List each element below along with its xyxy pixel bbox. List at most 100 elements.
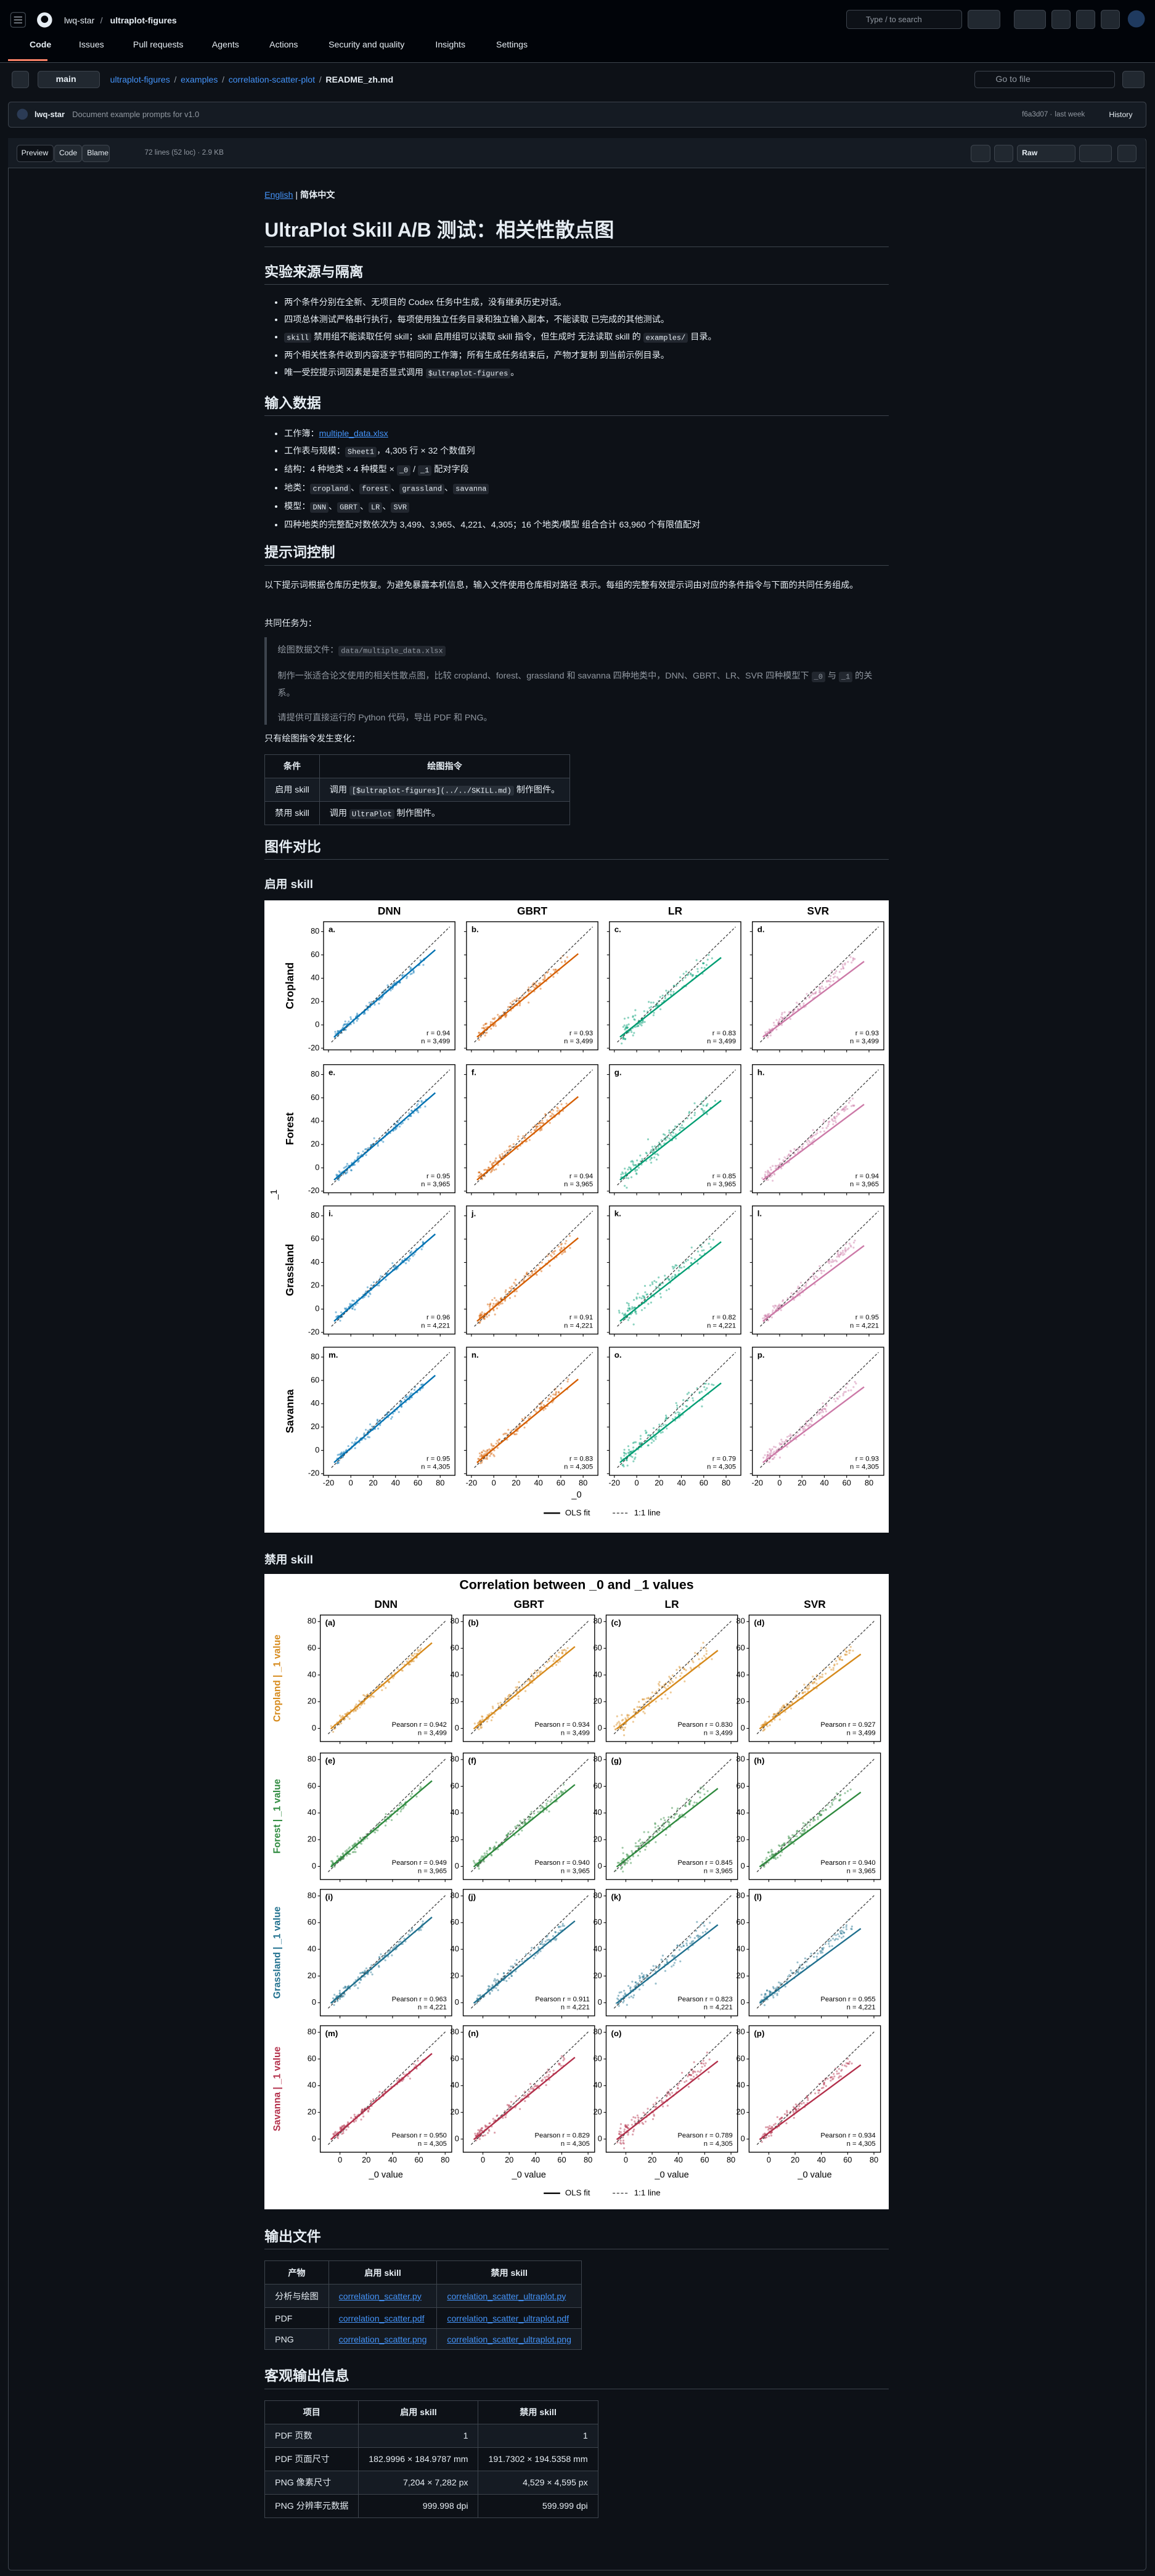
x-tick-label: 0 [349,1478,353,1487]
scatter-dot [776,1019,778,1021]
link[interactable]: multiple_data.xlsx [319,428,388,438]
scatter-dot [707,1790,709,1791]
scatter-dot [550,1799,552,1801]
sidebar-toggle[interactable] [12,71,30,89]
scatter-dot [485,1026,487,1028]
stat-label: n = 3,965 [847,1867,876,1875]
scatter-dot [784,1842,786,1844]
scatter-dot [354,1985,356,1987]
scatter-dot [679,1127,681,1128]
scatter-dot [839,1395,841,1397]
scatter-dot [511,1975,513,1976]
menu-button[interactable] [10,12,27,28]
scatter-dot [779,1162,781,1164]
scatter-dot [561,961,563,963]
panel-label: (j) [468,1892,476,1901]
scatter-dot [560,1925,561,1927]
scatter-dot [634,1311,636,1313]
repo-link[interactable]: ultraplot-figures [110,15,177,26]
scatter-dot [762,1729,764,1731]
inline-code: cropland [310,484,351,494]
scatter-dot [831,1945,833,1947]
scatter-dot [411,972,413,974]
scatter-dot [711,1658,713,1660]
history-link[interactable]: History [1109,109,1132,121]
scatter-dot [500,1156,502,1158]
scatter-dot [622,2136,624,2138]
scatter-dot [626,1453,627,1454]
commit-hash[interactable]: f6a3d07 [1022,109,1048,121]
scatter-dot [496,1841,497,1843]
scatter-dot [847,1249,849,1250]
copilot-file-button[interactable] [971,145,990,163]
scatter-dot [840,2075,842,2077]
scatter-dot [356,1703,357,1705]
scatter-dot [773,1024,775,1026]
y-tick-label: 40 [311,1257,319,1266]
scatter-dot [529,1816,531,1818]
avatar[interactable] [1127,10,1145,28]
scatter-dot [515,1279,516,1281]
path-link[interactable]: ultraplot-figures [110,75,170,84]
commit-message[interactable]: Document example prompts for v1.0 [72,109,199,121]
stat-label: r = 0.96 [426,1314,450,1321]
scatter-dot [490,1848,492,1849]
path-link[interactable]: examples [181,75,218,84]
text: 模型： [284,501,310,511]
scatter-dot [624,1726,626,1728]
scatter-dot [640,1976,642,1978]
scatter-dot [647,1138,649,1140]
scatter-dot [551,1112,553,1114]
owner-link[interactable]: lwq-star [64,15,94,26]
scatter-dot [651,1151,653,1153]
scatter-dot [835,1400,836,1402]
scatter-dot [825,2085,827,2087]
lang-link[interactable]: English [264,190,293,200]
scatter-dot [817,1818,819,1820]
panel-label: (o) [611,2029,622,2038]
scatter-dot [639,1979,641,1981]
issues-button[interactable] [1051,10,1071,29]
copilot-button[interactable] [968,10,1000,29]
scatter-dot [711,1384,713,1385]
scatter-dot [496,1440,498,1441]
scatter-dot [618,1862,620,1864]
x-tick-label: 40 [388,2155,397,2164]
create-button[interactable] [1014,10,1047,29]
scatter-dot [802,1967,804,1968]
github-logo[interactable] [36,12,53,28]
scatter-dot [665,1414,667,1416]
stat-label: n = 3,499 [418,1729,447,1737]
scatter-dot [639,1988,640,1990]
scatter-dot [656,2097,658,2098]
scatter-dot [637,1706,639,1708]
scatter-dot [779,1456,781,1458]
print-button[interactable] [994,145,1013,163]
scatter-dot [838,2077,839,2079]
outline-button[interactable] [1117,145,1137,163]
scatter-dot [627,2124,629,2126]
raw-button[interactable]: Raw [1022,147,1037,159]
path-link[interactable]: correlation-scatter-plot [229,75,315,84]
y-tick-label: 0 [598,1861,602,1870]
scatter-dot [553,969,555,971]
pulls-button[interactable] [1076,10,1095,29]
scatter-dot [399,1804,401,1806]
edit-button[interactable] [1079,145,1112,163]
y-tick-label: 0 [741,1723,745,1732]
scatter-dot [481,1726,483,1728]
inbox-button[interactable] [1101,10,1120,29]
scatter-dot [645,2121,647,2122]
scatter-dot [414,1253,415,1255]
commit-author[interactable]: lwq-star [35,109,65,121]
inline-code: data/multiple_data.xlsx [338,646,445,656]
scatter-dot [780,1982,782,1984]
scatter-dot [704,967,706,969]
scatter-dot [553,1658,555,1660]
scatter-dot [833,976,835,978]
scatter-dot [632,1446,634,1448]
more-button[interactable] [1122,71,1145,89]
scatter-dot [544,2076,546,2078]
scatter-dot [697,1263,699,1265]
panel-label: (m) [325,2029,338,2038]
